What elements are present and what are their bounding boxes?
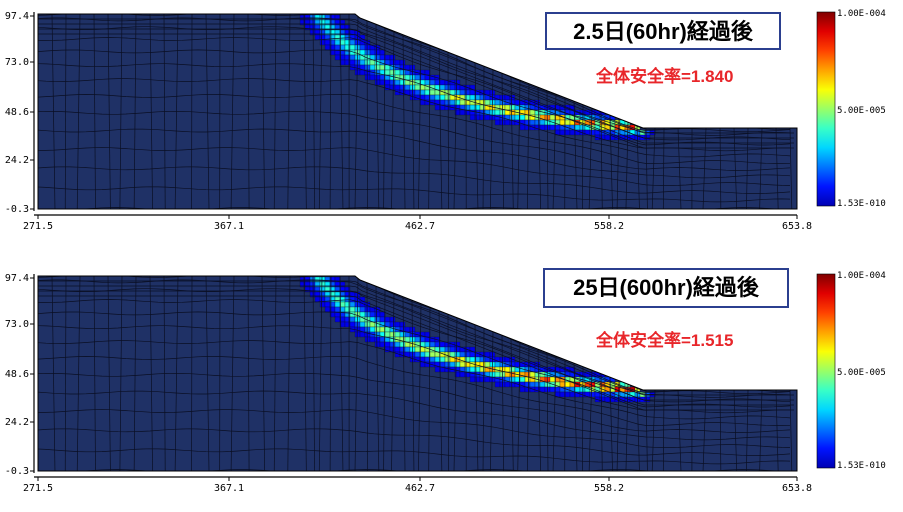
x-tick-label: 462.7 [405, 483, 435, 494]
y-tick-label: -0.3 [5, 466, 29, 477]
panel-1-title: 2.5日(60hr)経過後 [545, 12, 781, 50]
y-tick-label: 48.6 [5, 369, 29, 380]
colorbar-max-label: 1.00E-004 [837, 9, 886, 19]
y-tick-label: 97.4 [5, 273, 29, 284]
panel-2-safety-factor: 全体安全率=1.515 [596, 326, 733, 351]
x-tick-label: 462.7 [405, 221, 435, 232]
panel-1: 97.4 73.0 48.6 24.2 -0.3 271.5 367.1 462.7 558.2… [0, 0, 903, 250]
colorbar-max-label: 1.00E-004 [837, 271, 886, 281]
colorbar: 1.00E-004 5.00E-005 1.53E-010 [817, 271, 886, 471]
x-tick-label: 653.8 [782, 483, 812, 494]
colorbar-min-label: 1.53E-010 [837, 461, 886, 471]
x-tick-label: 558.2 [594, 483, 624, 494]
y-tick-label: 24.2 [5, 155, 29, 166]
panel-1-safety-factor: 全体安全率=1.840 [596, 62, 733, 87]
y-tick-label: 73.0 [5, 57, 29, 68]
x-tick-label: 271.5 [23, 221, 53, 232]
colorbar: 1.00E-004 5.00E-005 1.53E-010 [817, 9, 886, 209]
y-tick-label: 73.0 [5, 319, 29, 330]
x-tick-label: 558.2 [594, 221, 624, 232]
panel-2-title: 25日(600hr)経過後 [543, 268, 789, 308]
y-tick-label: 97.4 [5, 11, 29, 22]
x-tick-label: 367.1 [214, 221, 244, 232]
colorbar-min-label: 1.53E-010 [837, 199, 886, 209]
x-tick-label: 271.5 [23, 483, 53, 494]
x-tick-label: 367.1 [214, 483, 244, 494]
panel-2: 97.4 73.0 48.6 24.2 -0.3 271.5 367.1 462.7 558.2… [0, 262, 903, 512]
colorbar-mid-label: 5.00E-005 [837, 368, 886, 378]
y-tick-label: -0.3 [5, 204, 29, 215]
x-tick-label: 653.8 [782, 221, 812, 232]
y-tick-label: 48.6 [5, 107, 29, 118]
colorbar-mid-label: 5.00E-005 [837, 106, 886, 116]
y-tick-label: 24.2 [5, 417, 29, 428]
